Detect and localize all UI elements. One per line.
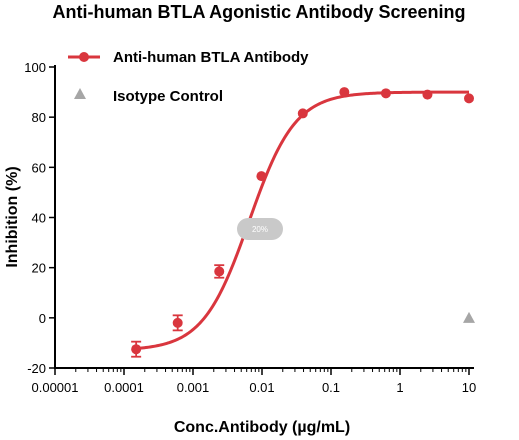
antibody-point [380, 88, 391, 99]
antibody-point [422, 89, 433, 100]
x-tick-label: 1 [396, 380, 403, 395]
x-tick-label: 0.0001 [104, 380, 144, 395]
antibody-point [131, 344, 142, 355]
antibody-point [172, 317, 183, 328]
y-tick-label: 40 [32, 211, 46, 226]
percent-badge-text: 20% [252, 225, 268, 234]
legend-marker-isotype [74, 88, 86, 99]
legend-marker-antibody [79, 52, 89, 62]
antibody-point [464, 93, 474, 104]
data-points [131, 87, 475, 355]
antibody-point [256, 171, 267, 182]
y-tick-label: 0 [39, 311, 46, 326]
axes [54, 65, 474, 369]
legend-label-antibody: Anti-human BTLA Antibody [113, 49, 309, 66]
legend: Anti-human BTLA Antibody Isotype Control [68, 49, 309, 105]
x-tick-label: 0.00001 [32, 380, 79, 395]
percent-badge: 20% [237, 218, 283, 240]
y-tick-label: 20 [32, 261, 46, 276]
legend-label-isotype: Isotype Control [113, 88, 223, 105]
x-tick-label: 10 [462, 380, 476, 395]
fit-curve [136, 90, 469, 351]
x-tick-label: 0.01 [249, 380, 274, 395]
antibody-point [214, 266, 225, 277]
percent-badge-pill [237, 218, 283, 240]
chart-title: Anti-human BTLA Agonistic Antibody Scree… [53, 2, 466, 22]
x-axis-label: Conc.Antibody (µg/mL) [174, 419, 350, 436]
antibody-point [297, 108, 308, 119]
x-ticks: 0.00001 0.0001 0.001 0.01 0.1 1 10 [32, 368, 476, 395]
isotype-point [463, 311, 475, 323]
x-tick-label: 0.1 [322, 380, 340, 395]
x-tick-label: 0.001 [177, 380, 210, 395]
y-ticks: -20 0 20 40 60 80 100 [24, 60, 55, 376]
y-tick-label: 100 [24, 60, 46, 75]
y-tick-label: 60 [32, 160, 46, 175]
y-tick-label: -20 [27, 361, 46, 376]
y-tick-label: 80 [32, 110, 46, 125]
antibody-point [339, 87, 350, 98]
y-axis-label: Inhibition (%) [4, 166, 21, 267]
fit-curve-group [136, 90, 469, 351]
